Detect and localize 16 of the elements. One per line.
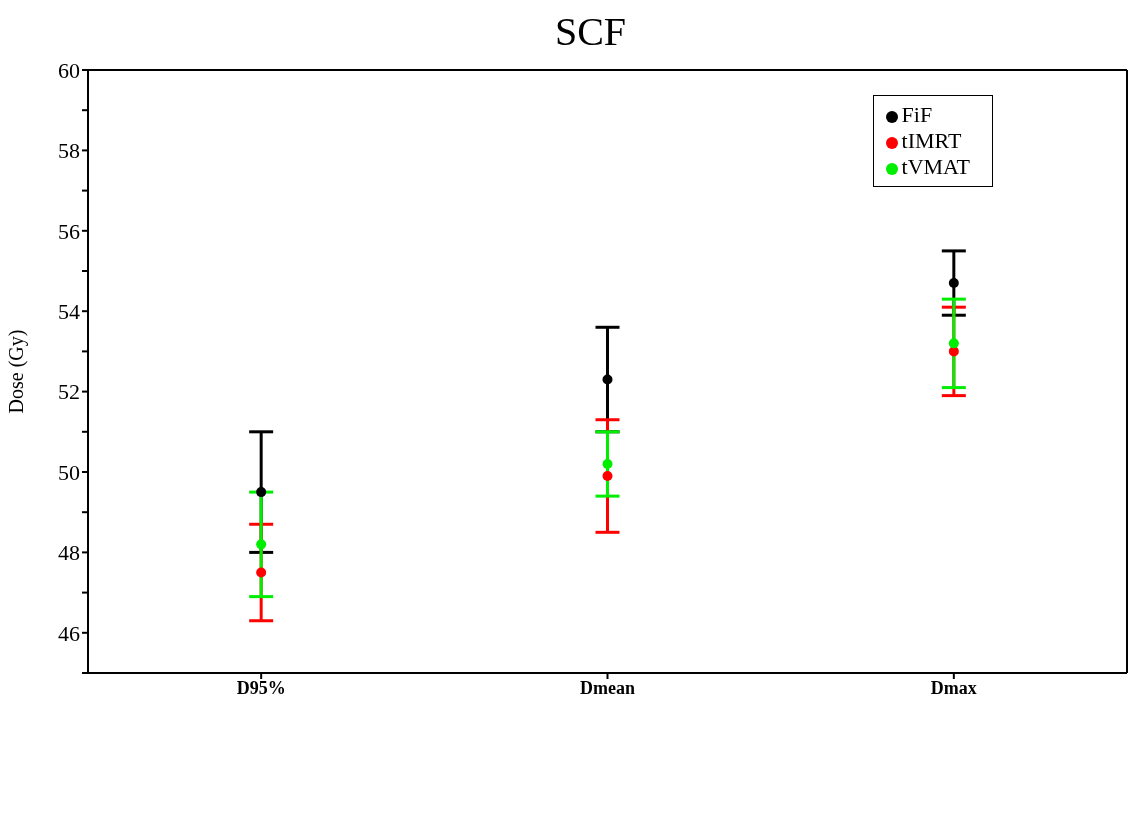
y-tick-label: 48 <box>58 540 80 566</box>
y-tick-label: 56 <box>58 218 80 244</box>
legend-label: tVMAT <box>901 154 970 179</box>
chart-title: SCF <box>553 8 628 55</box>
x-tick-label: D95% <box>236 677 286 698</box>
legend-label: FiF <box>901 102 933 127</box>
y-axis-title: Dose (Gy) <box>5 329 29 414</box>
x-tick-label: Dmax <box>930 677 977 698</box>
x-tick-label: Dmean <box>580 677 635 698</box>
y-tick-label: 58 <box>58 138 80 164</box>
y-tick-label: 50 <box>58 459 80 485</box>
y-tick-label: 52 <box>58 379 80 405</box>
y-tick-label: 54 <box>58 299 80 325</box>
y-tick-label: 46 <box>58 620 80 646</box>
y-tick-label: 60 <box>58 57 80 83</box>
legend-label: tIMRT <box>901 128 962 153</box>
